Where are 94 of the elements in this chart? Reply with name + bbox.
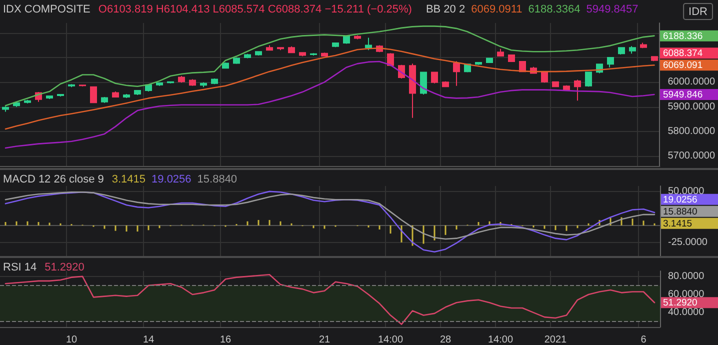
text: 6069.0911 [471,4,522,16]
line-series [4,26,655,106]
text: 51.2920 [663,298,698,309]
candlestick [46,94,53,100]
candlestick [409,63,416,118]
y-tick-label: 5700.0000 [668,150,716,162]
text: 5949.846 [663,90,703,100]
candlestick [651,56,658,62]
candlestick [178,76,185,84]
candlestick [321,52,328,58]
y-tick-label: 6000.0000 [668,76,716,88]
text: 19.0256 [663,194,698,206]
candlestick [123,94,130,98]
candlestick [101,96,108,104]
text: BB 20 2 [426,4,466,16]
candlestick [629,46,636,54]
y-axis-title: IDR [688,6,708,18]
candlestick [112,91,119,98]
y-tick-label: 80.0000 [668,270,705,282]
candlestick [244,53,251,59]
candlestick [508,54,515,62]
line-series [4,190,656,253]
candlestick [288,46,295,54]
candlestick [24,99,31,104]
candlestick [79,84,86,87]
x-tick-label: 14 [142,334,154,345]
candlestick [266,44,273,52]
text: 6188.3364 [528,4,580,16]
y-tick-label: 40.0000 [668,307,705,318]
candlestick [156,82,163,86]
candlestick [200,82,207,88]
y-tick-label: 5900.0000 [668,101,716,112]
text: 3.1415 [112,174,146,186]
candlestick [431,71,438,84]
y-tick-label: -25.0000 [668,236,708,248]
annotation: 51.2920 [44,262,84,274]
x-tick-label: 28 [440,334,452,345]
candlestick [365,37,372,51]
chart-title: MACD 12 26 close 9 [3,174,104,186]
candlestick [607,56,614,68]
text: 5949.8457 [586,4,638,16]
text: 3.1415 [663,218,692,230]
candlestick [497,48,504,58]
text: 6188.336 [663,30,703,42]
candlestick [189,78,196,86]
candlestick [310,52,317,56]
text: 15.8840 [197,174,238,186]
candlestick [211,78,218,85]
candlestick [420,71,427,95]
candlestick [453,60,460,86]
y-tick-label: 5800.0000 [668,126,716,137]
x-tick-label: 14:00 [488,334,514,345]
candlestick [134,90,141,96]
candlestick [486,57,493,64]
candlestick [541,71,548,84]
candlestick [354,34,361,40]
candlestick [2,106,9,112]
x-tick-label: 14:00 [378,334,404,345]
candlestick [68,84,75,88]
candlestick [387,52,394,66]
text: 15.8840 [663,206,698,218]
x-tick-label: 6 [640,334,647,345]
chart-title: IDX COMPOSITE [3,4,90,16]
candlestick [233,57,240,64]
x-tick-label: 2021 [544,334,568,345]
candlestick [552,80,559,88]
candlestick [332,42,339,48]
candlestick [90,86,97,104]
chart-subtitle: O6103.819 H6104.413 L6085.574 C6088.374 −15.211 (−0.25%) [98,4,412,16]
text: 6088.374 [663,48,703,60]
candlestick [255,50,262,56]
candlestick [277,46,284,51]
candlestick [640,42,647,49]
text: 19.0256 [152,174,192,186]
candlestick [222,62,229,70]
candlestick [475,61,482,66]
line-series [4,60,655,149]
candlestick [618,46,625,56]
x-tick-label: 10 [66,334,78,345]
candlestick [563,84,570,92]
line-series [4,191,656,240]
candlestick [343,34,350,44]
candlestick [442,80,449,88]
chart-title: RSI 14 [3,262,37,274]
line-series [4,274,656,325]
candlestick [57,94,64,97]
candlestick [167,80,174,84]
line-series [4,48,655,130]
x-tick-label: 21 [318,334,330,345]
x-tick-label: 16 [220,334,232,345]
candlestick [574,79,581,102]
candlestick [299,52,306,57]
candlestick [585,71,592,88]
text: 6069.091 [663,60,703,72]
